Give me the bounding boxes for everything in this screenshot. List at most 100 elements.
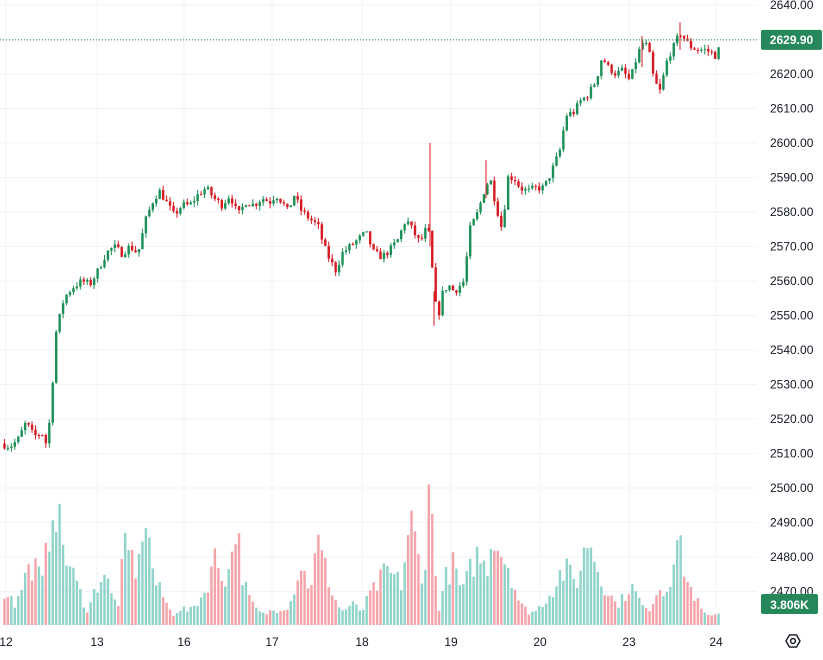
volume-bar [569,564,572,625]
candle-body [624,67,627,75]
candle-body [210,187,213,196]
volume-bar [655,595,658,625]
candle-body [41,435,44,437]
volume-bar [393,574,396,625]
volume-bar [358,610,361,625]
candle-body [696,49,700,51]
last-price-label: 2629.90 [770,33,814,47]
candle-body [137,249,141,253]
volume-bar [206,592,210,625]
volume-bar [213,548,217,625]
volume-bar [348,605,351,625]
volume-bar [703,612,706,625]
volume-bar [351,601,355,625]
candle-body [124,254,127,257]
volume-bar [61,544,65,625]
candle-body [324,239,327,246]
candle-body [362,232,365,236]
volume-bar [676,540,679,625]
candle-body [475,212,479,220]
price-tick-label: 2560.00 [770,274,814,288]
candle-body [693,48,696,50]
volume-bar [627,594,631,625]
volume-bar [331,595,334,625]
time-tick-label: 24 [709,635,723,649]
candle-body [120,247,123,257]
volume-bar [434,576,437,625]
volume-bar [686,581,689,625]
candle-body [186,202,189,205]
candle-body [551,165,555,179]
volume-bar [475,546,479,625]
volume-bar [341,610,344,625]
volume-bar [161,597,165,625]
volume-bar [89,602,92,625]
volume-bar [520,603,524,625]
volume-bar [68,566,72,625]
time-axis[interactable]: 12 13 16 17 18 19 20 23 24 [0,635,723,649]
volume-bar [220,580,223,625]
price-axis[interactable]: 2640.002630.002620.002610.002600.002590.… [770,0,814,599]
candle-body [272,200,275,204]
volume-bar [682,576,686,625]
volume-bar [124,532,127,625]
volume-bar [479,563,482,625]
volume-bar [600,586,603,625]
volume-bar [382,563,386,625]
candle-body [199,194,203,196]
volume-bar [327,587,330,625]
volume-bar [662,596,665,625]
price-tick-label: 2540.00 [770,343,814,357]
candle-body [334,262,337,273]
candle-body [603,60,606,63]
volume-bar [137,553,141,625]
price-candles [3,22,720,452]
price-tick-label: 2640.00 [770,0,814,12]
candle-body [165,199,168,202]
volume-bar [248,594,251,625]
volume-bar [244,581,248,625]
volume-bar [230,551,234,625]
volume-bar [193,605,196,625]
volume-bar [3,598,6,625]
time-tick-label: 16 [177,635,191,649]
volume-bar [175,612,179,625]
candle-body [441,290,444,316]
candle-body [589,86,593,99]
candle-body [82,279,85,282]
time-tick-label: 23 [622,635,636,649]
candle-body [662,75,665,90]
volume-bar [155,585,158,625]
price-tick-label: 2620.00 [770,67,814,81]
candle-body [562,130,565,150]
candle-body [575,103,579,114]
candle-body [469,225,472,257]
candle-body [655,73,658,84]
candle-body [524,188,527,191]
candle-body [331,258,334,263]
volume-bar [634,591,637,625]
volume-bar [575,587,579,625]
volume-bar [693,600,696,625]
volume-bar [631,584,634,625]
gear-icon[interactable] [783,631,803,651]
candle-body [193,201,196,203]
volume-bar [589,547,593,625]
candle-body [596,76,600,85]
candle-body [458,286,462,293]
price-tick-label: 2500.00 [770,481,814,495]
volume-bar [65,565,68,625]
volume-bar [92,589,96,625]
candle-body [51,382,54,423]
volume-bar [665,592,669,625]
candle-body [472,219,475,226]
candle-body [510,176,513,180]
volume-bar [506,567,510,625]
candle-body [110,248,113,251]
volume-bar [6,597,10,625]
candle-body [96,268,99,279]
candle-body [262,199,265,203]
volume-bar [30,580,34,625]
